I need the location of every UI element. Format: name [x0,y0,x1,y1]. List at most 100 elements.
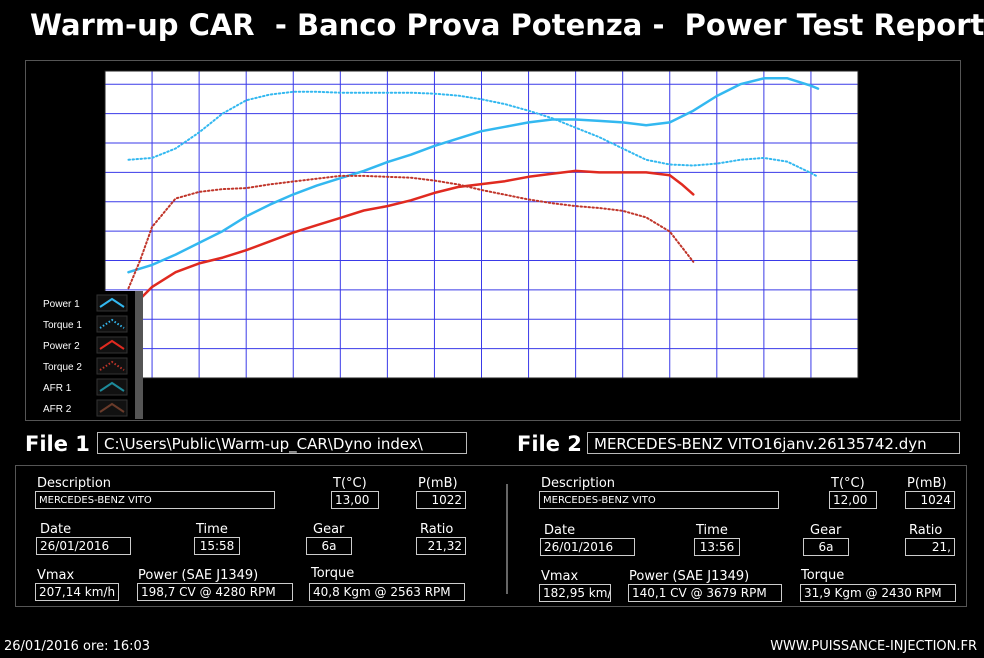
legend-swatch [96,357,128,375]
x-axis-title: RPM [469,399,493,411]
x-tick-label: 1600 [141,385,164,396]
legend-label: AFR 2 [43,404,72,415]
chart-panel [25,60,961,421]
legend-line [99,360,125,371]
power-axis-title: Power (Hp) [890,205,902,263]
vmax-value-1[interactable]: 207,14 km/h [35,583,119,601]
ratio-label-1: Ratio [420,522,454,537]
x-tick-label: 2000 [235,385,258,396]
date-label-2: Date [544,523,576,538]
panel-divider [506,484,508,594]
time-label-2: Time [696,523,728,538]
gear-label-1: Gear [313,522,345,537]
legend-swatch [96,294,128,312]
series-torque-1 [127,90,819,178]
torque-tick-label: 40 [86,95,98,106]
power-value-1[interactable]: 198,7 CV @ 4280 RPM [137,583,293,601]
desc-value-1[interactable]: MERCEDES-BENZ VITO [35,491,275,509]
x-tick-label: 3800 [659,385,682,396]
pressure-value-2[interactable]: 1024 [905,491,955,509]
ratio-value-1[interactable]: 21,32 [416,537,466,555]
legend-line [99,318,125,329]
temp-value-1[interactable]: 13,00 [331,491,379,509]
x-tick-label: 2400 [329,385,352,396]
x-tick-label: 3200 [517,385,540,396]
legend-box [27,291,143,419]
gear-value-1[interactable]: 6a [306,537,352,555]
dyno-chart: 1600 1800 2000 2200 2400 2600 2800 3000 3200 3400… [27,67,939,419]
gear-value-2[interactable]: 6a [803,538,849,556]
torque-tick-label: 30 [86,190,98,201]
power-tick-label: 209 [866,67,883,78]
power-tick-label: 60 [866,286,878,297]
desc-value-2[interactable]: MERCEDES-BENZ VITO [539,491,779,509]
power-tick-label: 160 [866,139,883,150]
date-value-1[interactable]: 26/01/2016 [36,537,131,555]
legend-swatch [96,336,128,354]
vmax-value-2[interactable]: 182,95 km/ [539,584,611,602]
power-label-2: Power (SAE J1349) [629,569,750,584]
x-tick-label: 2800 [423,385,446,396]
x-tick-label: 3400 [565,385,588,396]
temp-label-2: T(°C) [831,476,865,491]
pressure-label-1: P(mB) [418,476,458,491]
power-value-2[interactable]: 140,1 CV @ 3679 RPM [628,584,782,602]
afr-tick-label: -11 [903,374,917,385]
afr-tick-label: -13 [903,221,918,232]
power-tick-label: 120 [866,198,883,209]
legend-label: Torque 2 [43,362,82,373]
gear-label-2: Gear [810,523,842,538]
report-title: Warm-up CAR - Banco Prova Potenza - Powe… [30,8,984,42]
power-tick-label: 40 [866,315,878,326]
afr-tick-label: -15 [903,67,918,78]
legend-line [99,297,125,308]
date-value-2[interactable]: 26/01/2016 [540,538,635,556]
power-tick-label: 80 [866,256,878,267]
torque-value-1[interactable]: 40,8 Kgm @ 2563 RPM [309,583,465,601]
x-tick-label: 4600 [847,385,870,396]
x-tick-label: 4000 [706,385,729,396]
afr-tick-label: -14 [903,144,918,155]
x-tick-label: 3000 [470,385,493,396]
torque-axis-title: Torque (kgm) [68,159,80,229]
time-value-1[interactable]: 15:58 [194,537,240,555]
ratio-value-2[interactable]: 21, [905,538,955,556]
info-panels [15,465,967,607]
series-torque-2 [127,174,695,290]
x-tick-label: 2200 [282,385,305,396]
torque-tick-label: 25 [86,237,98,248]
ratio-label-2: Ratio [909,523,943,538]
temp-value-2[interactable]: 12,00 [829,491,877,509]
torque-label-1: Torque [311,566,355,581]
date-label-1: Date [40,522,72,537]
afr-axis-title: Air to fuel ratio (AFR) [927,169,939,281]
torque-tick-label: 20 [86,284,98,295]
series-power-2 [127,169,695,309]
torque-tick-label: 35 [86,143,98,154]
torque-value-2[interactable]: 31,9 Kgm @ 2430 RPM [800,584,956,602]
pressure-value-1[interactable]: 1022 [416,491,466,509]
power-tick-label: 20 [866,345,878,356]
file1-path-field[interactable]: C:\Users\Public\Warm-up_CAR\Dyno index\ [97,432,467,454]
temp-label-1: T(°C) [333,476,367,491]
desc-label-2: Description [541,476,616,491]
footer-timestamp: 26/01/2016 ore: 16:03 [4,639,151,654]
power-tick-label: 100 [866,227,883,238]
legend-swatch [96,315,128,333]
file1-label: File 1 [25,432,90,456]
x-tick-label: 4200 [753,385,776,396]
series-power-1 [127,77,820,274]
legend-line [99,381,125,392]
file2-label: File 2 [517,432,582,456]
time-label-1: Time [196,522,228,537]
torque-tick-label: 43 [86,67,98,78]
time-value-2[interactable]: 13:56 [694,538,740,556]
legend-label: Power 2 [43,341,80,352]
vmax-label-2: Vmax [541,569,579,584]
power-tick-label: 180 [866,110,883,121]
file2-path-field[interactable]: MERCEDES-BENZ VITO16janv.26135742.dyn [587,432,960,454]
legend-line [99,339,125,350]
legend-swatch [96,378,128,396]
x-tick-label: 1800 [188,385,211,396]
legend-label: AFR 1 [43,383,72,394]
